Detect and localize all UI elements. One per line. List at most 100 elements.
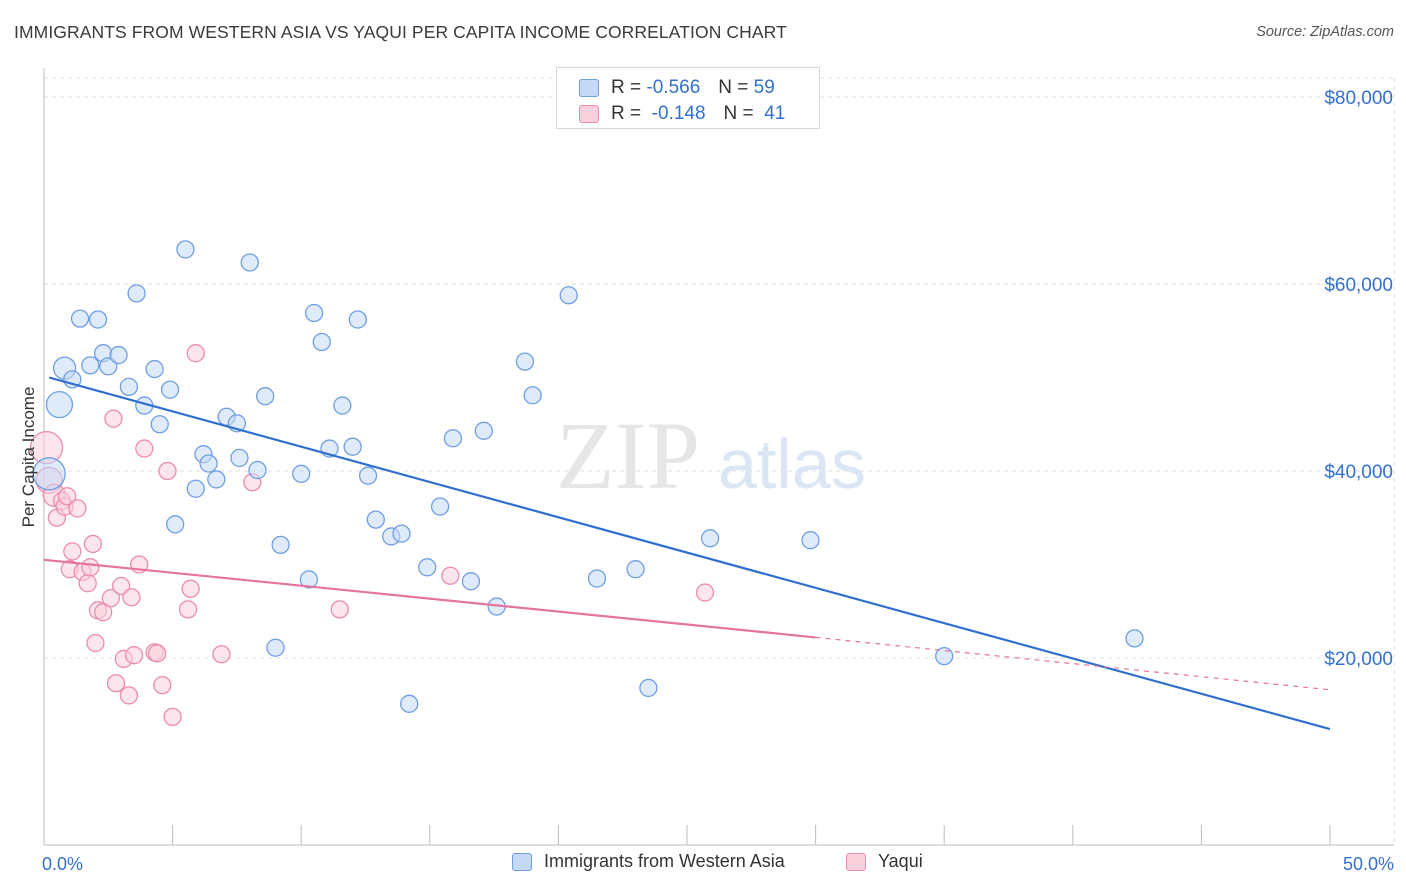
data-point — [106, 674, 126, 693]
axes — [43, 68, 1394, 846]
trendline-yaqui-extension — [815, 636, 1331, 691]
y-tick-label: $80,000 — [1324, 88, 1393, 109]
legend-r-label: R = — [611, 77, 642, 98]
data-point — [271, 535, 290, 555]
data-point — [145, 359, 164, 379]
data-point — [639, 678, 658, 698]
data-point — [158, 461, 177, 481]
data-point — [122, 588, 141, 607]
data-point — [45, 390, 74, 419]
legend-r-value: -0.566 — [646, 77, 701, 98]
data-point — [392, 524, 411, 543]
data-point — [312, 332, 331, 352]
data-point — [104, 409, 123, 428]
data-point — [248, 460, 267, 480]
data-point — [333, 396, 352, 415]
data-point — [70, 309, 90, 328]
data-point — [81, 356, 100, 375]
legend-swatch-pink — [579, 105, 599, 123]
data-point — [418, 558, 437, 577]
data-point — [1125, 629, 1144, 648]
legend-row-pink: R = -0.148 N = 41 — [579, 101, 785, 127]
data-point — [474, 421, 493, 440]
data-point — [112, 576, 131, 596]
data-point — [153, 675, 172, 695]
data-point — [99, 357, 118, 376]
data-point — [240, 253, 259, 272]
data-point — [109, 345, 128, 365]
data-point — [32, 457, 66, 491]
y-tick-labels: $20,000 $40,000 $60,000 $80,000 — [1324, 88, 1393, 670]
data-point — [299, 570, 319, 589]
legend-n-value: 41 — [764, 103, 786, 124]
data-point — [348, 310, 367, 329]
data-point — [523, 386, 542, 405]
data-point — [430, 497, 450, 516]
data-point — [186, 344, 205, 363]
data-point — [127, 284, 146, 303]
data-point — [695, 583, 715, 602]
data-point — [330, 600, 349, 619]
data-point — [63, 542, 82, 561]
legend-label-immigrants: Immigrants from Western Asia — [544, 851, 785, 871]
series-yaqui — [29, 344, 715, 727]
trendlines — [43, 376, 1331, 731]
y-tick-label: $60,000 — [1324, 275, 1393, 296]
data-point — [101, 589, 121, 608]
chart-title: IMMIGRANTS FROM WESTERN ASIA VS YAQUI PE… — [14, 22, 787, 42]
data-point — [230, 448, 249, 468]
legend-row-blue: R = -0.566 N = 59 — [579, 75, 775, 101]
legend-r-label: R = — [611, 103, 642, 124]
y-axis-label: Per Capita Income — [19, 387, 38, 528]
data-point — [57, 487, 77, 506]
data-point — [119, 377, 139, 397]
legend-swatch-pink — [846, 852, 866, 871]
data-point — [266, 638, 285, 657]
data-point — [343, 437, 362, 456]
legend-item-yaqui[interactable]: Yaqui — [846, 851, 923, 872]
data-point — [88, 310, 108, 329]
legend-n-label: N = — [718, 77, 749, 98]
y-tick-label: $20,000 — [1324, 649, 1393, 670]
data-point — [148, 644, 167, 663]
watermark: ZIP atlas — [556, 402, 866, 509]
x-tick-label-max: 50.0% — [1343, 854, 1394, 874]
source-label: Source: ZipAtlas.com — [1256, 24, 1394, 40]
x-tick-label-min: 0.0% — [42, 854, 83, 874]
data-point — [150, 415, 169, 434]
data-point — [181, 579, 200, 598]
data-point — [626, 560, 645, 579]
data-point — [935, 646, 954, 666]
data-point — [135, 439, 154, 458]
data-point — [176, 240, 195, 259]
data-point — [358, 466, 378, 485]
data-point — [119, 686, 139, 705]
data-point — [587, 569, 607, 588]
data-point — [256, 387, 275, 406]
data-point — [515, 352, 535, 371]
series-immigrants-western-asia — [32, 240, 1144, 713]
legend-r-value: -0.148 — [651, 103, 706, 124]
legend-label-yaqui: Yaqui — [878, 851, 923, 871]
data-point — [160, 380, 180, 399]
data-point — [801, 531, 820, 550]
data-point — [81, 558, 100, 577]
x-tick-labels: 0.0% 50.0% — [42, 854, 1394, 874]
trendline-immigrants — [48, 376, 1331, 731]
data-point — [199, 454, 218, 473]
data-point — [83, 534, 103, 554]
data-point — [78, 574, 97, 593]
watermark-atlas: atlas — [718, 425, 866, 503]
y-tick-label: $40,000 — [1324, 462, 1393, 483]
series-legend: Immigrants from Western Asia Yaqui — [0, 851, 1406, 877]
legend-item-immigrants[interactable]: Immigrants from Western Asia — [512, 851, 785, 872]
data-point — [400, 694, 419, 713]
data-point — [186, 479, 205, 498]
data-point — [292, 464, 311, 483]
watermark-zip: ZIP — [556, 402, 700, 509]
data-point — [366, 510, 385, 529]
legend-swatch-blue — [512, 852, 532, 871]
data-point — [700, 529, 720, 548]
data-point — [94, 603, 113, 622]
